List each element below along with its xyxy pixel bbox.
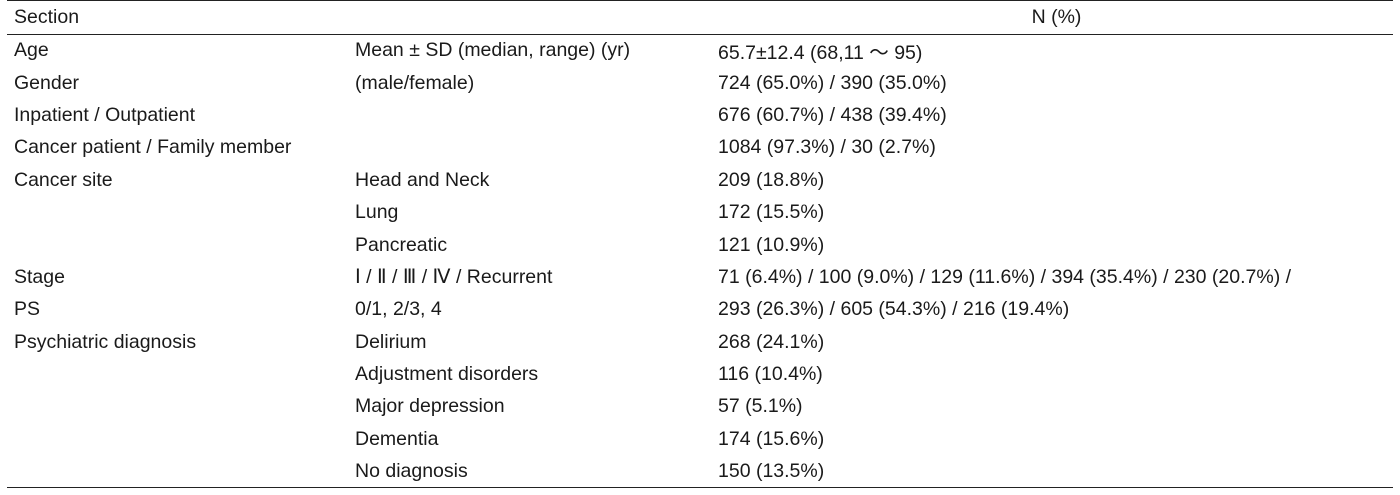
row-detail: (male/female) xyxy=(355,71,475,94)
table-row: Cancer patient / Family member 1084 (97.… xyxy=(7,132,1393,164)
row-value: 174 (15.6%) xyxy=(718,427,825,450)
row-value: 71 (6.4%) / 100 (9.0%) / 129 (11.6%) / 3… xyxy=(718,265,1292,288)
row-section: Psychiatric diagnosis xyxy=(14,330,197,353)
row-detail xyxy=(348,132,713,164)
table-row: PS 0/1, 2/3, 4 293 (26.3%) / 605 (54.3%)… xyxy=(7,294,1393,326)
table-body: Age Mean ± SD (median, range) (yr) 65.7±… xyxy=(7,35,1393,489)
table-row: Gender (male/female) 724 (65.0%) / 390 (… xyxy=(7,67,1393,99)
row-value: 57 (5.1%) xyxy=(718,395,803,418)
row-section xyxy=(7,423,348,455)
row-value: 676 (60.7%) / 438 (39.4%) xyxy=(718,103,947,126)
row-value: 65.7±12.4 (68,11 ～ 95) xyxy=(718,42,923,65)
row-section: Inpatient / Outpatient xyxy=(14,103,196,126)
table-row: Stage Ⅰ / Ⅱ / Ⅲ / Ⅳ / Recurrent 71 (6.4%… xyxy=(7,261,1393,293)
table-row: Major depression 57 (5.1%) xyxy=(7,391,1393,423)
row-section xyxy=(7,455,348,489)
row-detail: Head and Neck xyxy=(355,168,490,191)
row-section xyxy=(7,229,348,261)
header-row: Section N (%) xyxy=(7,0,1393,35)
table-row: Pancreatic 121 (10.9%) xyxy=(7,229,1393,261)
patient-characteristics-table: Section N (%) Age Mean ± SD (median, ran… xyxy=(7,0,1393,489)
header-section: Section xyxy=(7,0,348,35)
row-section: Cancer patient / Family member xyxy=(14,136,292,159)
row-section: PS xyxy=(14,298,41,321)
row-detail: Major depression xyxy=(355,395,505,418)
row-section xyxy=(7,358,348,390)
table-header: Section N (%) xyxy=(7,0,1393,35)
table-row: Cancer site Head and Neck 209 (18.8%) xyxy=(7,164,1393,196)
row-value: 172 (15.5%) xyxy=(718,201,825,224)
row-detail: No diagnosis xyxy=(348,455,713,489)
row-detail xyxy=(348,99,713,131)
row-detail: Ⅰ / Ⅱ / Ⅲ / Ⅳ / Recurrent xyxy=(355,266,553,289)
row-value: 209 (18.8%) xyxy=(718,168,825,191)
row-section xyxy=(7,391,348,423)
table-row: No diagnosis 150 (13.5%) xyxy=(7,455,1393,489)
table-row: Lung 172 (15.5%) xyxy=(7,196,1393,228)
row-value: 268 (24.1%) xyxy=(718,330,825,353)
row-detail: Delirium xyxy=(355,330,427,353)
row-section: Age xyxy=(14,39,49,62)
row-section: Stage xyxy=(14,265,65,288)
row-section: Cancer site xyxy=(14,168,113,191)
patient-characteristics-table-wrapper: Section N (%) Age Mean ± SD (median, ran… xyxy=(7,0,1393,489)
header-detail xyxy=(348,0,713,35)
row-value: 121 (10.9%) xyxy=(718,233,825,256)
row-value: 724 (65.0%) / 390 (35.0%) xyxy=(718,71,947,94)
table-row: Psychiatric diagnosis Delirium 268 (24.1… xyxy=(7,326,1393,358)
row-detail: 0/1, 2/3, 4 xyxy=(355,298,442,321)
row-value: 293 (26.3%) / 605 (54.3%) / 216 (19.4%) xyxy=(718,298,1070,321)
row-detail: Adjustment disorders xyxy=(355,363,539,386)
table-row: Dementia 174 (15.6%) xyxy=(7,423,1393,455)
row-detail: Pancreatic xyxy=(355,233,448,256)
header-n-percent: N (%) xyxy=(713,0,1393,35)
row-value: 116 (10.4%) xyxy=(718,363,823,386)
table-row: Age Mean ± SD (median, range) (yr) 65.7±… xyxy=(7,35,1393,67)
row-section: Gender xyxy=(14,71,80,94)
table-row: Adjustment disorders 116 (10.4%) xyxy=(7,358,1393,390)
table-row: Inpatient / Outpatient 676 (60.7%) / 438… xyxy=(7,99,1393,131)
row-detail: Lung xyxy=(355,201,399,224)
row-value: 1084 (97.3%) / 30 (2.7%) xyxy=(718,136,936,159)
row-detail: Mean ± SD (median, range) (yr) xyxy=(355,39,631,62)
row-section xyxy=(7,196,348,228)
row-value: 150 (13.5%) xyxy=(713,455,1393,489)
row-detail: Dementia xyxy=(355,427,439,450)
